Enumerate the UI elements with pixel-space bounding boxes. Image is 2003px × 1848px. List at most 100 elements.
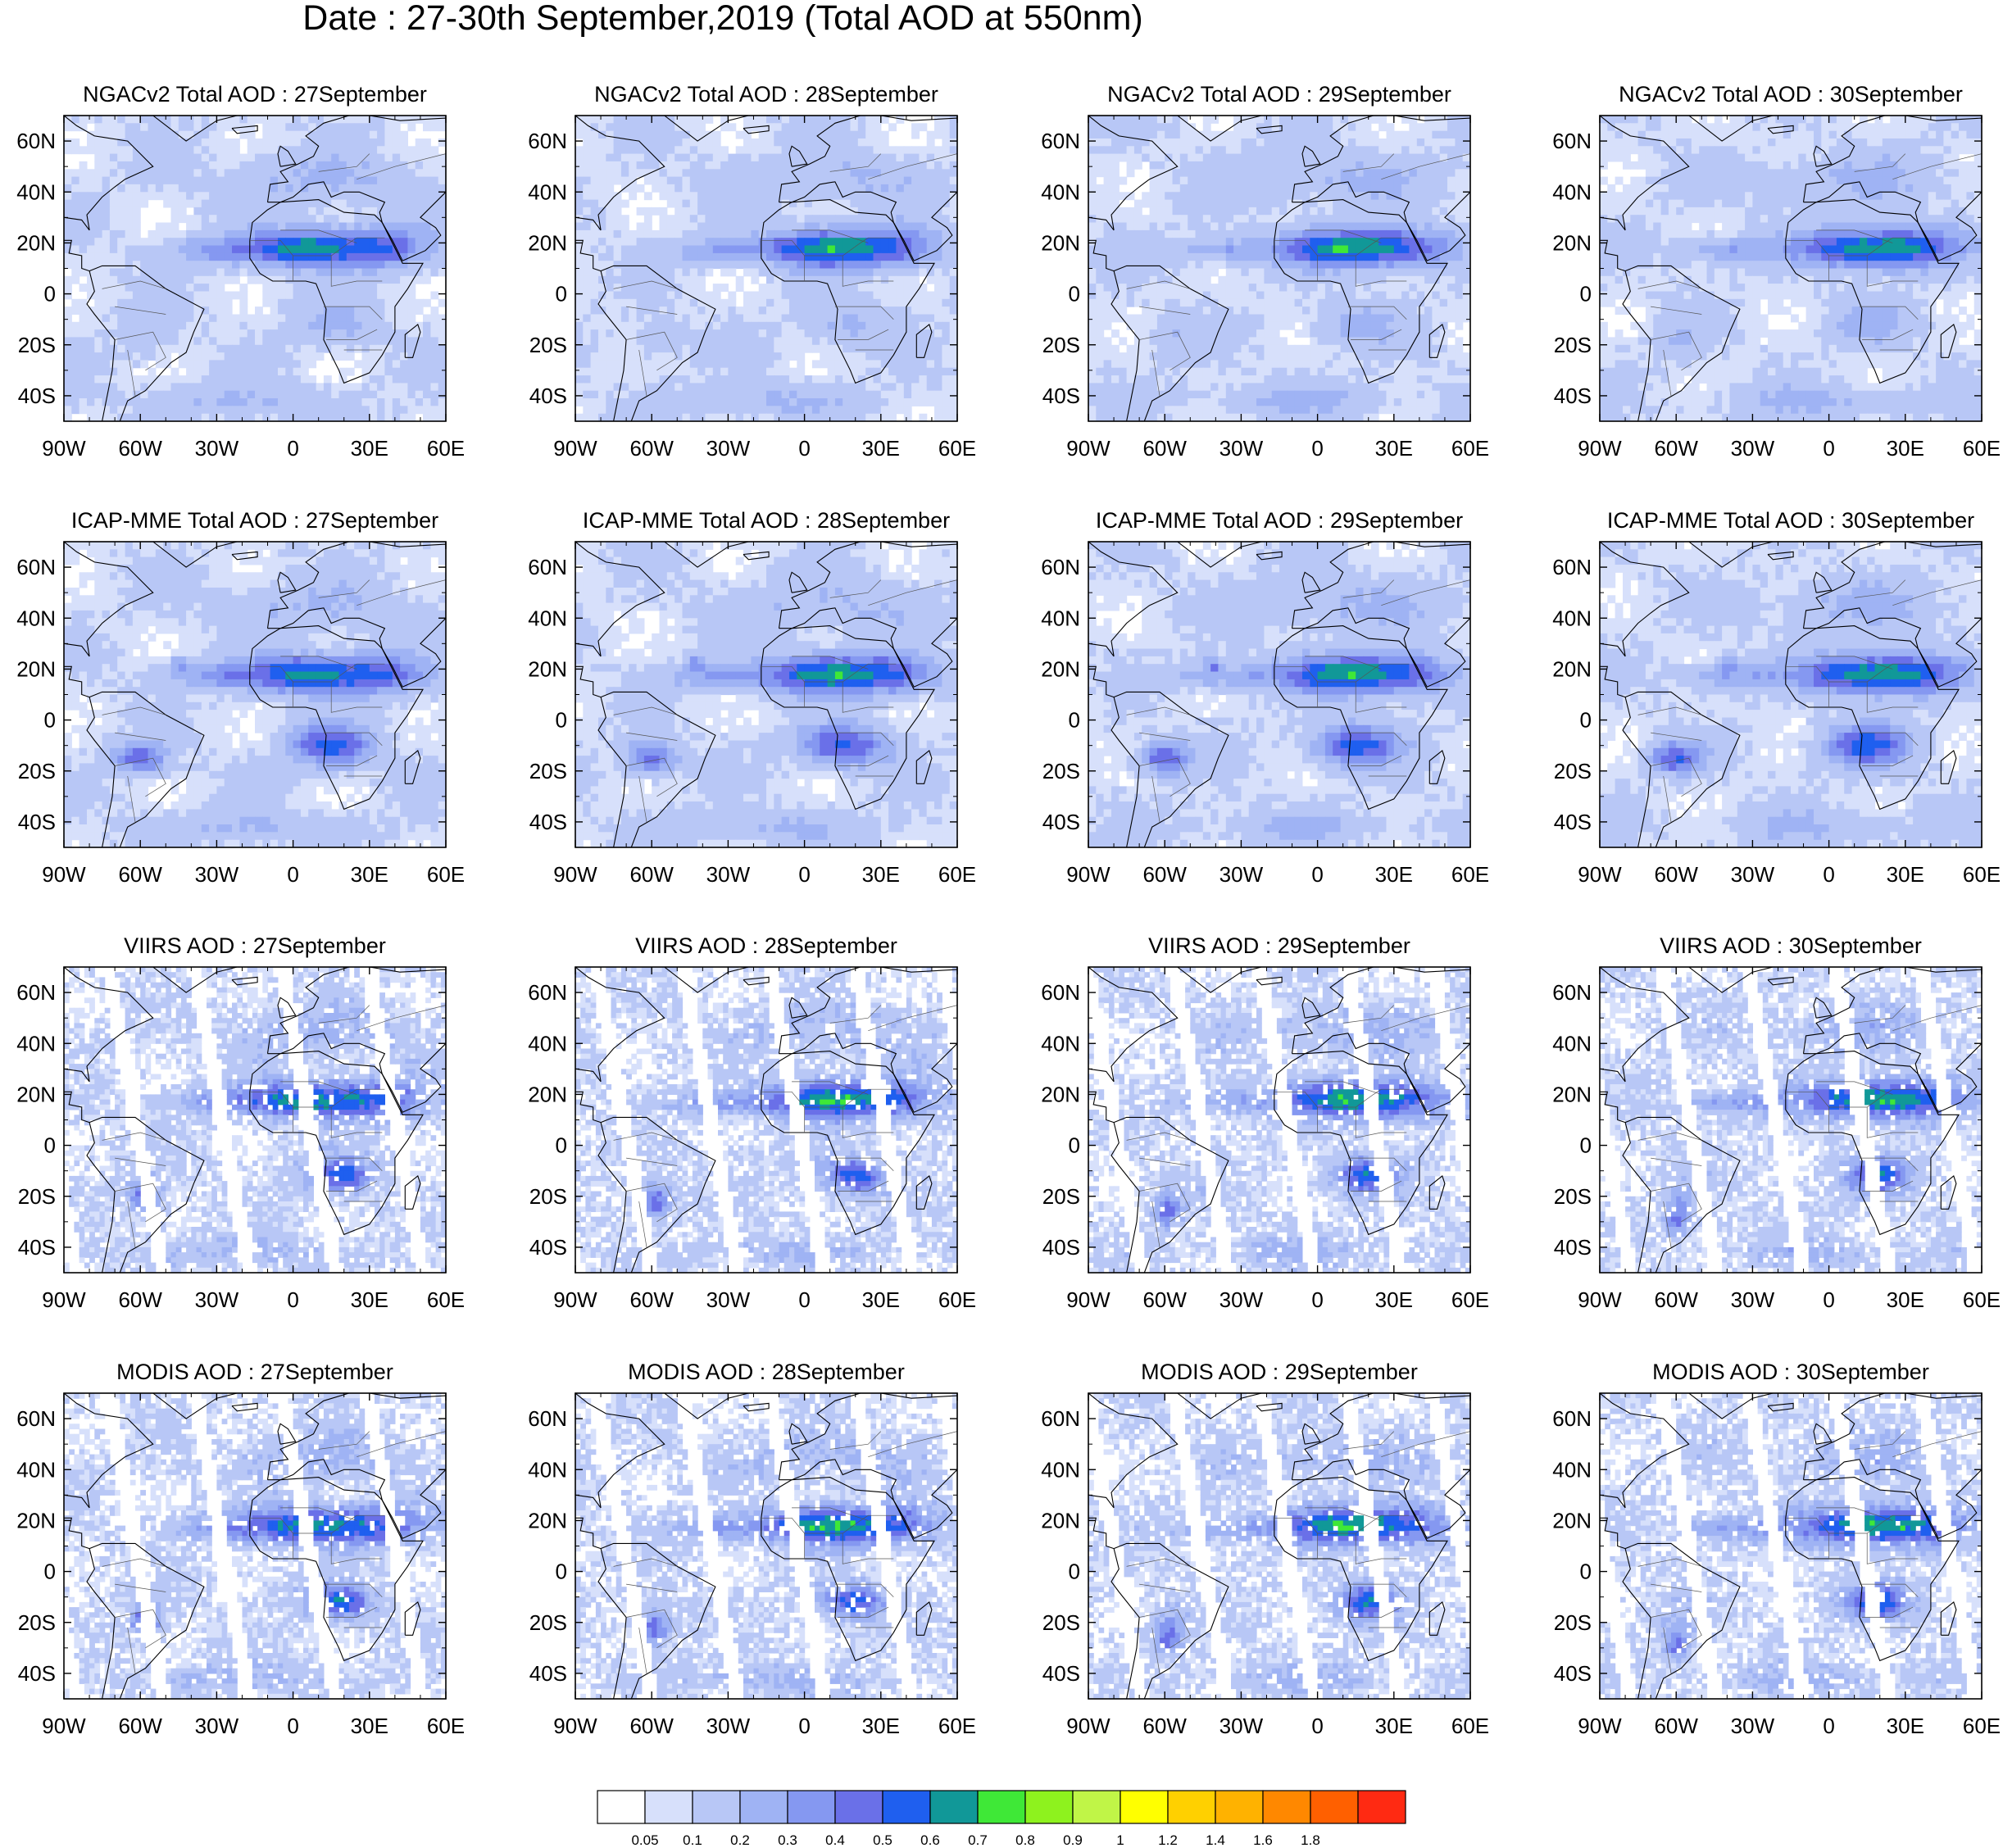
panel-title: MODIS AOD : 29September — [1141, 1360, 1418, 1384]
y-tick-label: 20S — [529, 759, 567, 783]
panel-title: MODIS AOD : 28September — [628, 1360, 905, 1384]
panel-title: VIIRS AOD : 28September — [635, 933, 897, 958]
x-tick-label: 30W — [195, 436, 239, 461]
aod-field — [64, 116, 446, 421]
y-tick-label: 40N — [1552, 606, 1592, 630]
y-tick-label: 0 — [44, 1560, 56, 1584]
y-tick-label: 40N — [1041, 1457, 1080, 1482]
colorbar-box — [929, 1790, 979, 1824]
x-tick-label: 60E — [427, 862, 465, 887]
x-tick-label: 30E — [1887, 436, 1924, 461]
y-tick-label: 20S — [1554, 1610, 1592, 1635]
x-tick-label: 90W — [553, 436, 597, 461]
panel-title: ICAP-MME Total AOD : 28September — [583, 508, 950, 533]
y-tick-label: 20N — [1041, 230, 1080, 255]
aod-field — [1088, 542, 1470, 847]
x-tick-label: 60W — [1654, 1714, 1698, 1738]
x-tick-label: 60E — [1963, 436, 2001, 461]
y-tick-label: 40N — [1041, 1031, 1080, 1056]
panel-r2-c4: ICAP-MME Total AOD : 30September 90W 60W 30… — [1552, 508, 2001, 887]
panel-r4-c4: MODIS AOD : 30September 90W 60W 30W 0 30E 60E 6… — [1552, 1360, 2001, 1738]
x-tick-label: 90W — [1066, 862, 1111, 887]
x-tick-label: 60W — [1142, 862, 1187, 887]
panel-r1-c4: NGACv2 Total AOD : 30September 90W 60W 30W 0… — [1552, 82, 2001, 461]
x-tick-label: 60W — [1654, 1287, 1698, 1312]
x-tick-label: 30E — [862, 436, 900, 461]
y-tick-label: 60N — [528, 980, 567, 1005]
y-tick-label: 40S — [1042, 384, 1080, 408]
aod-field — [64, 542, 446, 847]
y-tick-label: 40N — [16, 1457, 56, 1482]
x-tick-label: 60W — [629, 1714, 674, 1738]
y-tick-label: 40N — [1041, 179, 1080, 204]
y-tick-label: 20N — [528, 1508, 567, 1532]
y-tick-label: 20S — [18, 1184, 56, 1209]
panel-title: ICAP-MME Total AOD : 29September — [1096, 508, 1463, 533]
y-tick-label: 20N — [16, 230, 56, 255]
panel-r2-c2: ICAP-MME Total AOD : 28September 90W 60W 30… — [528, 508, 976, 887]
x-tick-label: 90W — [553, 1714, 597, 1738]
y-tick-label: 60N — [1552, 129, 1592, 153]
x-tick-label: 60E — [938, 862, 976, 887]
y-tick-label: 40N — [16, 179, 56, 204]
y-tick-label: 0 — [44, 708, 56, 733]
y-tick-label: 40S — [18, 810, 56, 834]
y-tick-label: 0 — [1580, 282, 1592, 306]
y-tick-label: 20S — [529, 333, 567, 357]
colorbar-box — [1310, 1790, 1359, 1824]
y-tick-label: 60N — [1552, 555, 1592, 579]
y-tick-label: 40N — [1041, 606, 1080, 630]
panel-title: VIIRS AOD : 30September — [1660, 933, 1922, 958]
x-tick-label: 30W — [1220, 862, 1264, 887]
colorbar-label: 0.2 — [730, 1832, 750, 1848]
x-tick-label: 60E — [1963, 1714, 2001, 1738]
aod-field — [64, 1393, 446, 1699]
aod-field — [1600, 967, 1982, 1273]
aod-field — [1600, 116, 1982, 421]
x-tick-label: 30W — [195, 1287, 239, 1312]
panel-r4-c2: MODIS AOD : 28September 90W 60W 30W 0 30E 60E 6… — [528, 1360, 976, 1738]
y-tick-label: 60N — [16, 1406, 56, 1431]
x-tick-label: 30E — [862, 1714, 900, 1738]
colorbar-label: 0.1 — [683, 1832, 702, 1848]
x-tick-label: 90W — [42, 436, 86, 461]
y-tick-label: 60N — [1041, 980, 1080, 1005]
x-tick-label: 0 — [1823, 436, 1834, 461]
colorbar-label: 0.6 — [920, 1832, 940, 1848]
x-tick-label: 0 — [798, 1287, 810, 1312]
y-tick-label: 40S — [529, 384, 567, 408]
y-tick-label: 40S — [1554, 1235, 1592, 1260]
y-tick-label: 0 — [1069, 1560, 1080, 1584]
y-tick-label: 40N — [528, 1031, 567, 1056]
x-tick-label: 30E — [351, 862, 388, 887]
x-tick-label: 60E — [938, 436, 976, 461]
y-tick-label: 0 — [556, 708, 567, 733]
y-tick-label: 0 — [1580, 1560, 1592, 1584]
x-tick-label: 60W — [118, 862, 162, 887]
y-tick-label: 20S — [18, 759, 56, 783]
y-tick-label: 0 — [556, 1560, 567, 1584]
colorbar-box — [1120, 1790, 1169, 1824]
y-tick-label: 20S — [1042, 1184, 1080, 1209]
colorbar-box — [644, 1790, 693, 1824]
x-tick-label: 60E — [1451, 436, 1489, 461]
panel-title: MODIS AOD : 27September — [116, 1360, 393, 1384]
panel-r1-c1: NGACv2 Total AOD : 27September 90W 60W 30W 0… — [16, 82, 465, 461]
y-tick-label: 20N — [528, 230, 567, 255]
x-tick-label: 60W — [629, 1287, 674, 1312]
x-tick-label: 60E — [938, 1714, 976, 1738]
aod-field — [575, 116, 957, 421]
y-tick-label: 40S — [1042, 1661, 1080, 1686]
x-tick-label: 90W — [553, 862, 597, 887]
x-tick-label: 90W — [42, 1714, 86, 1738]
x-tick-label: 30E — [351, 1714, 388, 1738]
x-tick-label: 60W — [1142, 1714, 1187, 1738]
y-tick-label: 20N — [1552, 1508, 1592, 1532]
y-tick-label: 20S — [18, 1610, 56, 1635]
x-tick-label: 60E — [427, 1287, 465, 1312]
x-tick-label: 30W — [706, 862, 751, 887]
panel-title: NGACv2 Total AOD : 30September — [1619, 82, 1963, 107]
x-tick-label: 0 — [798, 862, 810, 887]
y-tick-label: 20N — [1041, 1082, 1080, 1106]
aod-field — [575, 967, 957, 1273]
